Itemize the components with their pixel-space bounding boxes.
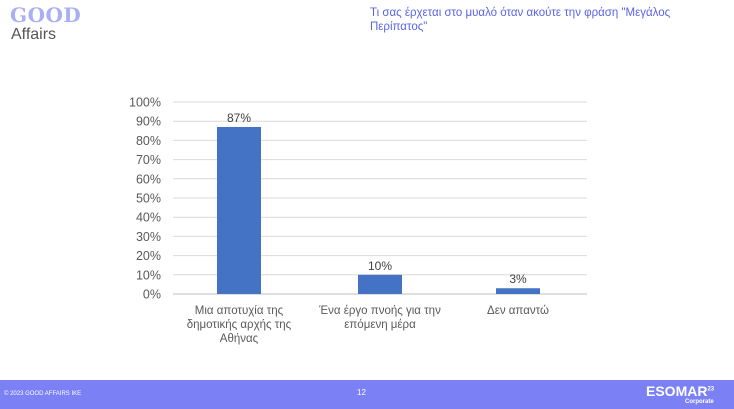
y-tick-label: 0% xyxy=(143,288,161,302)
page-number: 12 xyxy=(357,388,366,397)
x-tick-label: Αθήνας xyxy=(220,333,259,345)
y-tick-label: 90% xyxy=(136,115,161,129)
y-tick-label: 50% xyxy=(136,192,161,206)
bar xyxy=(496,288,540,294)
y-tick-label: 70% xyxy=(136,153,161,167)
x-tick-label: δημοτικής αρχής της xyxy=(187,319,292,331)
logo-good: GOOD xyxy=(10,3,82,27)
logo-affairs: Affairs xyxy=(11,26,57,43)
footer: © 2023 GOOD AFFAIRS IKE 12 ESOMAR23 Corp… xyxy=(0,380,734,409)
bar xyxy=(358,274,402,294)
bar-chart: 0% 10% 20% 30% 40% 50% 60% 70% 80% 90% 100% 87% Μια … xyxy=(129,96,587,345)
esomar-corporate: Corporate xyxy=(685,399,714,405)
y-tick-label: 80% xyxy=(136,134,161,148)
x-tick-label: επόμενη μέρα xyxy=(344,319,416,331)
data-label: 87% xyxy=(227,111,251,125)
data-label: 10% xyxy=(368,259,392,273)
y-tick-label: 40% xyxy=(136,211,161,225)
copyright: © 2023 GOOD AFFAIRS IKE xyxy=(4,391,82,397)
x-tick-label: Μια αποτυχία της xyxy=(195,305,284,317)
y-tick-label: 10% xyxy=(136,268,161,282)
y-tick-label: 60% xyxy=(136,172,161,186)
x-tick-label: Ένα έργο πνοής για την xyxy=(318,305,441,317)
x-tick-label: Δεν απαντώ xyxy=(487,305,549,317)
chart-title: Τι σας έρχεται στο μυαλό όταν ακούτε την… xyxy=(370,7,671,33)
data-label: 3% xyxy=(509,272,527,286)
y-tick-label: 20% xyxy=(136,249,161,263)
y-tick-label: 100% xyxy=(129,96,161,110)
bar xyxy=(217,126,261,295)
esomar-logo: ESOMAR23 xyxy=(646,383,715,399)
y-tick-label: 30% xyxy=(136,230,161,244)
